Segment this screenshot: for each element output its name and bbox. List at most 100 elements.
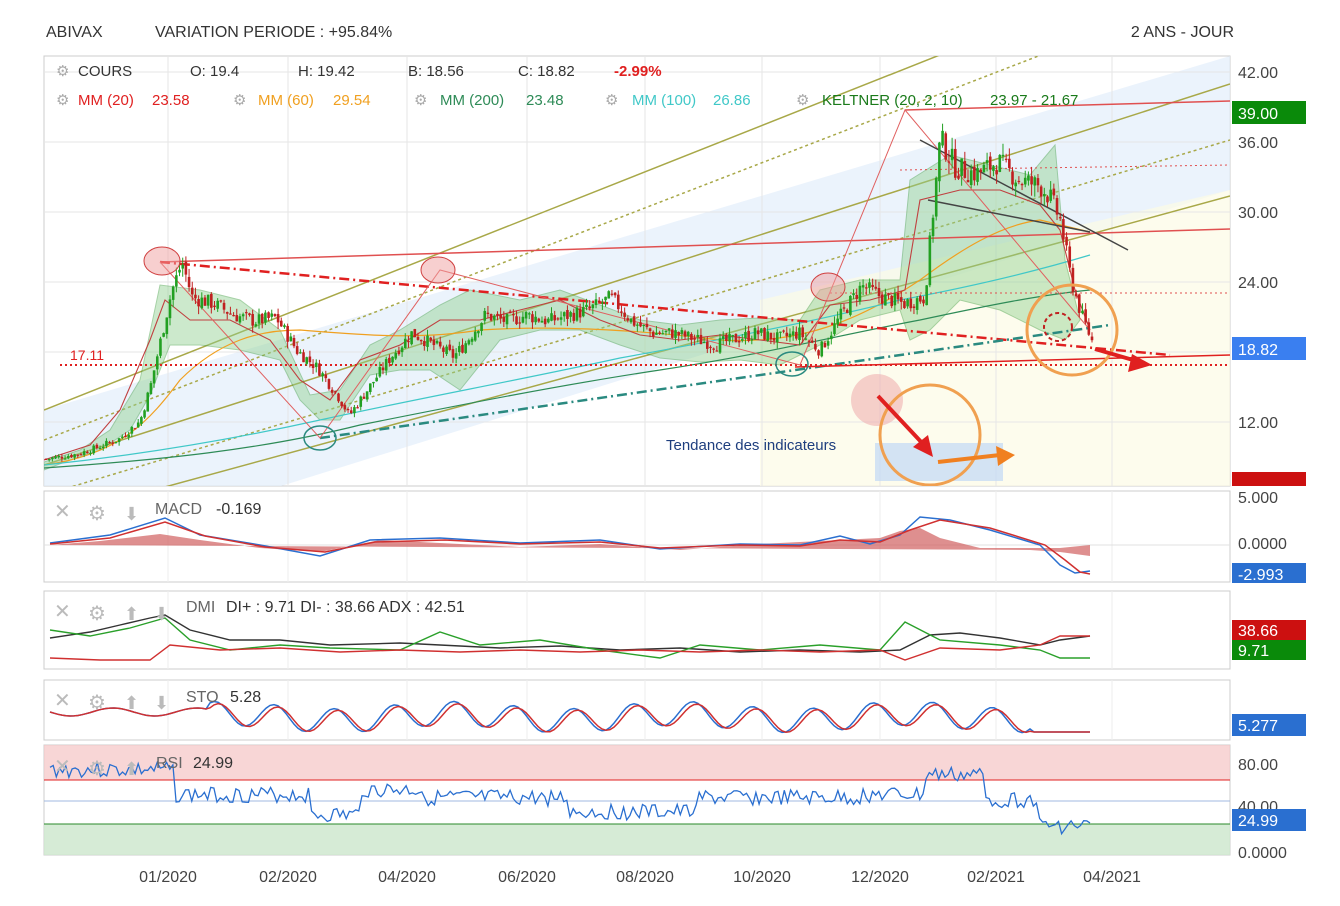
gear-icon[interactable]: ⚙	[414, 92, 427, 109]
candle-body	[849, 295, 852, 315]
candle-body	[397, 350, 401, 355]
candle-body	[769, 332, 773, 340]
candle-body	[855, 294, 859, 299]
gear-icon[interactable]: ⚙	[88, 692, 106, 714]
candle-body	[753, 328, 757, 340]
candle-body	[206, 294, 210, 306]
close-icon[interactable]: ✕	[54, 501, 71, 523]
candle-body	[505, 313, 509, 325]
candle-body	[578, 308, 582, 318]
candle-body	[279, 320, 283, 327]
candle-body	[591, 304, 595, 309]
macd-signal-line	[49, 519, 1091, 575]
candle-body	[219, 300, 223, 302]
arrow-down-icon[interactable]: ⬇	[124, 504, 139, 524]
candle-body	[197, 299, 200, 307]
candle-body	[416, 336, 420, 340]
legend-close: C: 18.82	[518, 63, 575, 80]
gear-icon[interactable]: ⚙	[88, 603, 106, 625]
candle-body	[82, 451, 86, 455]
resistance-line	[159, 228, 1230, 263]
candle-body	[934, 177, 938, 217]
last-price-badge	[1232, 337, 1306, 360]
candle-body	[260, 313, 264, 324]
candle-body	[992, 166, 995, 171]
candle-body	[222, 302, 226, 310]
candle-body	[543, 318, 547, 325]
candle-body	[887, 293, 890, 295]
candle-body	[403, 338, 407, 348]
candle-body	[750, 339, 754, 341]
di-plus-badge	[1232, 640, 1306, 660]
candle-body	[696, 334, 700, 338]
candle-body	[159, 338, 162, 356]
candle-body	[235, 315, 239, 322]
di-minus-line	[49, 635, 1090, 661]
candle-body	[804, 338, 808, 340]
candle-body	[915, 298, 919, 310]
arrow-up-icon[interactable]: ⬆	[124, 693, 139, 713]
candle-body	[225, 312, 229, 314]
candle-body	[928, 235, 932, 286]
candle-body	[353, 407, 356, 414]
channel-fill-blue	[44, 56, 1230, 486]
candle-body	[473, 331, 477, 341]
candle-body	[979, 169, 983, 172]
candle-body	[788, 333, 792, 338]
arrow-down-icon[interactable]: ⬇	[154, 693, 169, 713]
close-icon[interactable]: ✕	[54, 690, 71, 712]
close-icon[interactable]: ✕	[54, 601, 71, 623]
candle-body	[241, 314, 245, 317]
top-circle-3	[810, 272, 846, 302]
legend-mm60-value: 29.54	[333, 92, 371, 109]
candle-body	[744, 331, 747, 339]
candle-body	[92, 445, 95, 454]
candle-body	[1011, 171, 1014, 185]
candle-body	[57, 455, 61, 458]
di-minus-badge	[1232, 620, 1306, 640]
candle-body	[810, 340, 814, 343]
candle-body	[168, 299, 172, 319]
candle-body	[1068, 246, 1072, 268]
candle-body	[448, 344, 452, 350]
candle-body	[410, 331, 413, 345]
gear-icon[interactable]: ⚙	[796, 92, 809, 109]
candle-body	[919, 295, 922, 302]
candle-body	[779, 331, 782, 333]
candle-body	[384, 359, 388, 371]
candle-body	[1030, 176, 1033, 185]
candle-body	[912, 306, 916, 309]
candle-body	[60, 456, 64, 459]
legend-mm100: MM (100)	[632, 92, 696, 109]
gear-icon[interactable]: ⚙	[88, 503, 106, 525]
candle-body	[817, 350, 820, 356]
close-icon[interactable]: ✕	[54, 756, 71, 778]
candle-body	[349, 410, 353, 413]
candle-body	[582, 307, 585, 317]
candle-body	[1008, 158, 1011, 169]
candle-body	[833, 323, 836, 335]
arrow-up-icon[interactable]: ⬆	[124, 759, 139, 779]
macd-badge-text: -2.993	[1238, 567, 1283, 584]
dmi-label: DMI	[186, 599, 215, 616]
candle-body	[378, 367, 382, 377]
candle-body	[648, 328, 652, 332]
gear-icon[interactable]: ⚙	[56, 63, 69, 80]
x-tick-label: 12/2020	[851, 869, 909, 886]
arrow-up-icon[interactable]: ⬆	[124, 604, 139, 624]
gear-icon[interactable]: ⚙	[56, 92, 69, 109]
candle-body	[496, 313, 499, 316]
candle-body	[597, 300, 601, 303]
legend-mm20-value: 23.58	[152, 92, 190, 109]
candle-body	[432, 339, 436, 346]
candle-body	[550, 313, 553, 321]
rsi-badge-text: 24.99	[1238, 813, 1278, 830]
y-tick-label: 36.00	[1238, 135, 1278, 152]
candle-body	[324, 374, 328, 379]
candle-body	[938, 142, 941, 182]
gear-icon[interactable]: ⚙	[605, 92, 618, 109]
candle-body	[283, 325, 286, 328]
gear-icon[interactable]: ⚙	[88, 758, 106, 780]
arrow-down-icon[interactable]: ⬇	[154, 604, 169, 624]
gear-icon[interactable]: ⚙	[233, 92, 246, 109]
